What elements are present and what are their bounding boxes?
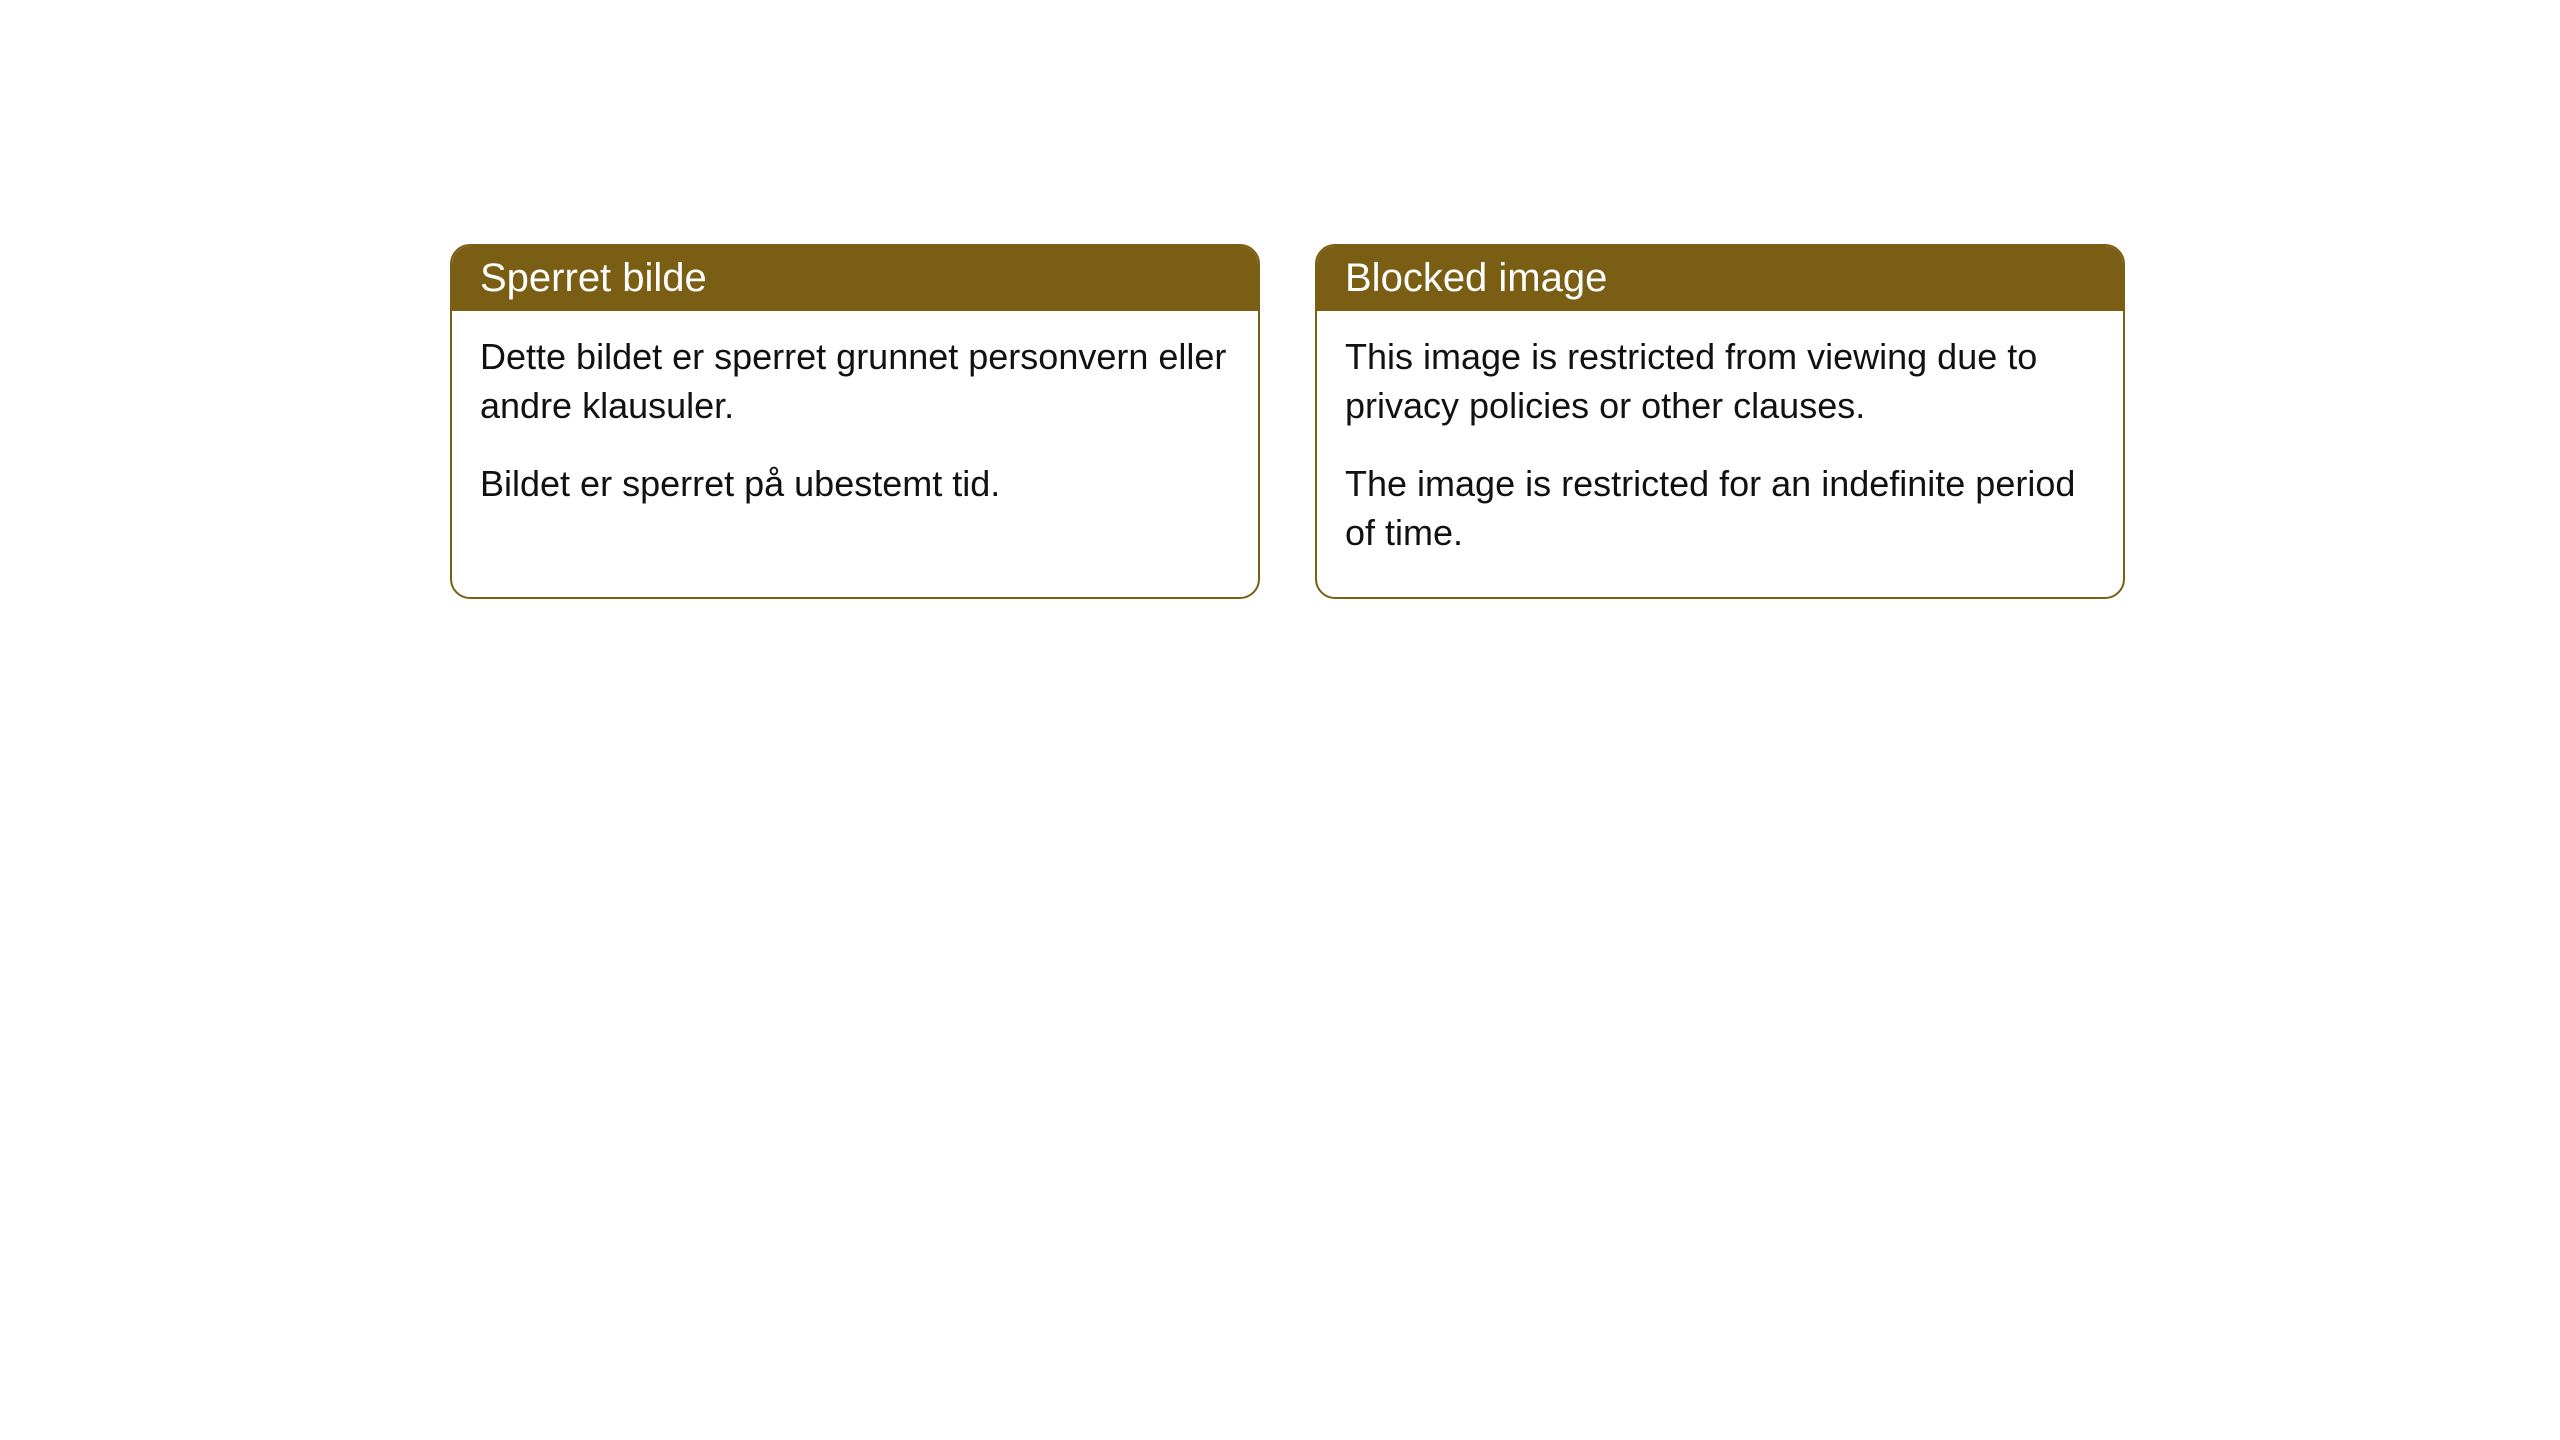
card-header-norwegian: Sperret bilde [452,246,1258,311]
card-paragraph: Dette bildet er sperret grunnet personve… [480,333,1230,430]
notice-cards-container: Sperret bilde Dette bildet er sperret gr… [450,244,2125,599]
card-body-english: This image is restricted from viewing du… [1317,311,2123,597]
card-paragraph: This image is restricted from viewing du… [1345,333,2095,430]
blocked-image-card-norwegian: Sperret bilde Dette bildet er sperret gr… [450,244,1260,599]
blocked-image-card-english: Blocked image This image is restricted f… [1315,244,2125,599]
card-header-english: Blocked image [1317,246,2123,311]
card-paragraph: Bildet er sperret på ubestemt tid. [480,460,1230,509]
card-body-norwegian: Dette bildet er sperret grunnet personve… [452,311,1258,549]
card-paragraph: The image is restricted for an indefinit… [1345,460,2095,557]
